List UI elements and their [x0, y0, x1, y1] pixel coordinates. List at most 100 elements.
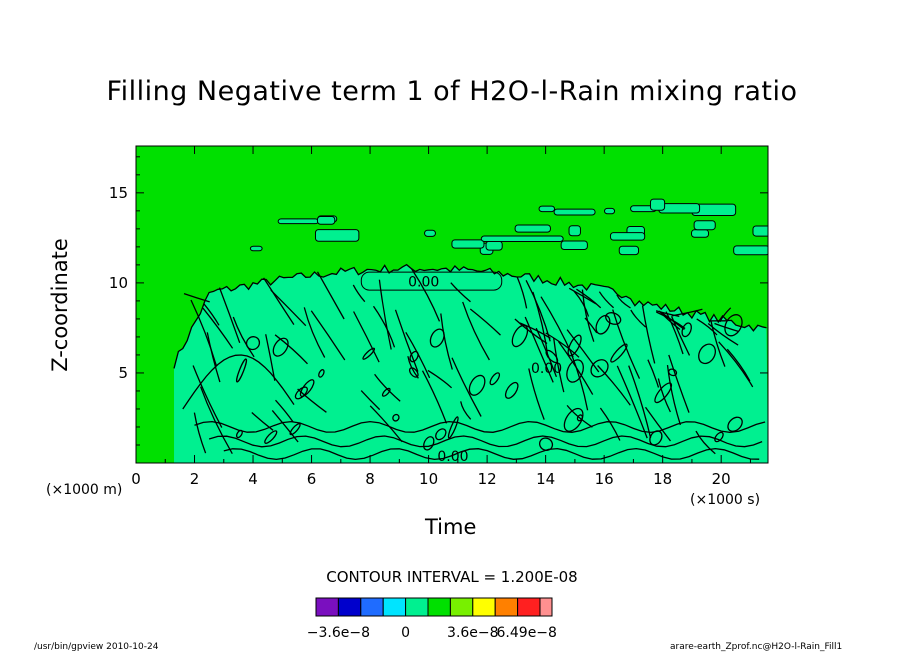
contour-line [462, 301, 490, 361]
contour-line [469, 308, 501, 336]
contour-label: 0.00 [531, 361, 562, 377]
contour-line [630, 309, 647, 328]
region-main [174, 264, 768, 463]
contour-line [275, 399, 294, 423]
region-blob [693, 220, 716, 231]
contour-loop [429, 328, 445, 348]
contour-line [707, 323, 739, 346]
contour-regions [174, 198, 768, 463]
colorbar-label: 6.49e−8 [497, 625, 557, 641]
contour-line [421, 370, 448, 424]
contour-line [644, 406, 672, 442]
contour-loop [590, 359, 609, 378]
colorbar-label: 3.6e−8 [447, 625, 499, 641]
x-tick-label: 20 [712, 470, 731, 488]
contour-line [573, 290, 590, 317]
contour-loop [294, 386, 308, 400]
colorbar-swatch [427, 597, 451, 617]
y-tick-label: 10 [109, 274, 128, 292]
region-blob [249, 245, 263, 252]
contour-label: 0.00 [437, 449, 468, 465]
contour-loop [272, 337, 289, 357]
contour-line [206, 332, 221, 383]
colorbar-swatch [494, 597, 519, 617]
region-blob [314, 229, 360, 242]
contour-line [718, 341, 754, 388]
x-axis-label: Time [425, 515, 477, 539]
region-blob [618, 245, 640, 256]
colorbar: −3.6e−8 0 3.6e−86.49e−8 [307, 597, 557, 641]
region-blob [360, 271, 503, 291]
contour-line [545, 332, 580, 358]
contour-loop [236, 358, 248, 383]
contour-line [353, 311, 380, 363]
contour-line [202, 307, 234, 349]
colorbar-swatch [405, 597, 429, 617]
contour-line [316, 271, 345, 320]
contour-loop [681, 322, 692, 338]
contour-line [514, 318, 548, 345]
contour-line [553, 338, 565, 393]
contour-line [374, 373, 401, 402]
contour-line [427, 369, 453, 389]
region-blob [485, 240, 503, 251]
contour-loop [381, 387, 391, 397]
contour-line [232, 316, 255, 358]
colorbar-swatch [382, 597, 407, 617]
contour-line [251, 412, 274, 431]
x-axis-unit: (×1000 s) [690, 492, 761, 508]
x-tick-label: 6 [307, 470, 317, 488]
colorbar-swatch [315, 597, 339, 617]
contour-loop [289, 423, 301, 436]
contour-loop [654, 382, 673, 404]
y-axis-label: Z-coordinate [48, 238, 72, 372]
contour-loop [489, 372, 501, 386]
contour-loop [539, 437, 554, 452]
contour-line [726, 348, 751, 382]
region-blob [514, 224, 551, 233]
contour-line [576, 288, 602, 309]
y-axis-unit: (×1000 m) [46, 482, 123, 498]
contour-line [524, 316, 554, 383]
y-tick-label: 15 [109, 184, 128, 202]
contour-loop [667, 368, 678, 377]
contour-line [599, 407, 621, 441]
contour-loop [714, 431, 724, 443]
contour-line [450, 282, 471, 303]
axes: 0 2 4 6 8 10 12 14 16 18 20 5 10 15 0.00 0.00 0.00 [109, 146, 768, 488]
contour-line [566, 329, 600, 373]
x-tick-label: 14 [536, 470, 555, 488]
x-tick-label: 8 [365, 470, 375, 488]
contour-line [199, 386, 233, 455]
contour-line [270, 289, 307, 327]
contour-loop [727, 416, 743, 432]
contour-line [369, 405, 403, 443]
contour-line [394, 309, 419, 372]
contour-line [525, 280, 551, 342]
x-tick-label: 10 [419, 470, 438, 488]
contour-line [597, 365, 631, 406]
contour-line [297, 388, 327, 413]
contour-loop [409, 350, 419, 363]
colorbar-swatch [472, 597, 496, 617]
contour-line [519, 322, 551, 339]
contour-line [360, 390, 381, 411]
contour-line [584, 317, 598, 334]
contour-loop [435, 428, 447, 441]
region-blob [649, 198, 666, 211]
contour-line [695, 430, 716, 455]
contour-band [223, 447, 760, 461]
contour-line [190, 299, 217, 366]
region-blob [691, 229, 710, 238]
region-blob [609, 232, 646, 241]
contour-line [641, 305, 656, 364]
contour-loop [504, 381, 519, 399]
contour-line [665, 311, 684, 355]
contour-loop [299, 379, 315, 398]
contour-line [696, 318, 718, 336]
contour-line [378, 279, 392, 350]
contour-loop [595, 314, 611, 335]
contour-loop [511, 324, 529, 348]
contour-line [203, 303, 220, 326]
